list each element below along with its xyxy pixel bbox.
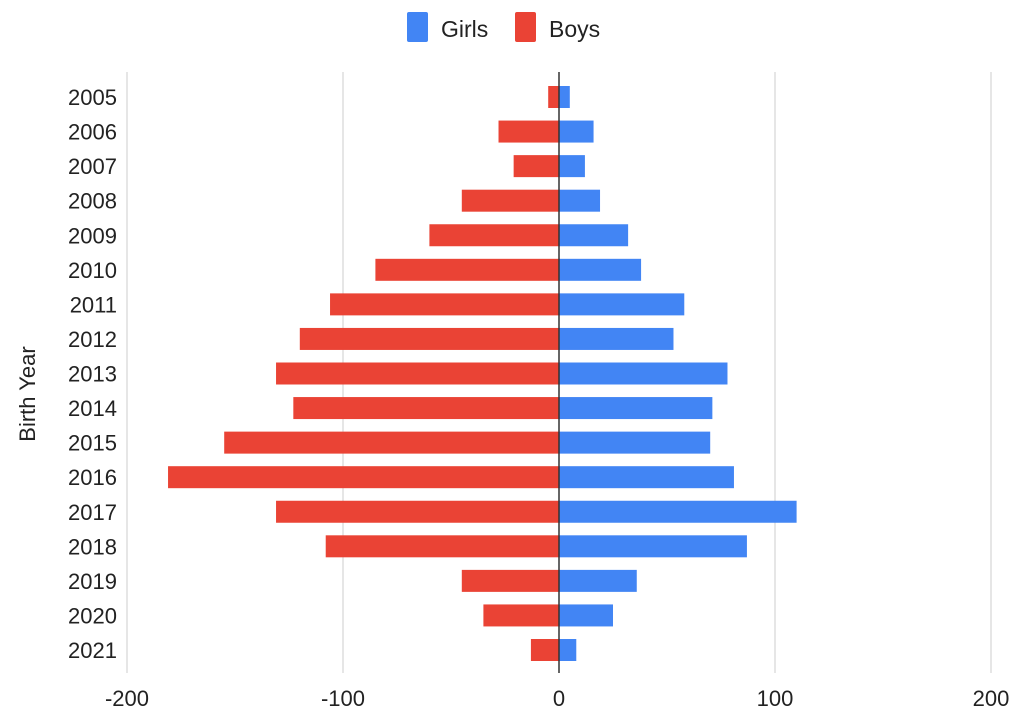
bar-boys-2020 xyxy=(483,604,559,627)
y-tick-label: 2020 xyxy=(68,603,117,628)
bar-girls-2006 xyxy=(559,120,594,143)
y-tick-label: 2009 xyxy=(68,223,117,248)
bar-girls-2008 xyxy=(559,189,601,212)
y-tick-label: 2008 xyxy=(68,189,117,214)
y-tick-label: 2019 xyxy=(68,569,117,594)
bars xyxy=(168,86,797,661)
bar-boys-2012 xyxy=(299,327,559,350)
x-tick-label: -100 xyxy=(321,686,365,711)
bar-girls-2005 xyxy=(559,86,570,108)
y-axis-tick-labels: 2005 2006 2007 2008 2009 2010 2011 2012 2013 2014… xyxy=(68,85,117,663)
bar-boys-2016 xyxy=(168,466,560,489)
bar-girls-2013 xyxy=(559,362,728,385)
x-tick-label: 200 xyxy=(973,686,1010,711)
bar-girls-2018 xyxy=(559,535,747,558)
x-tick-label: 0 xyxy=(553,686,565,711)
y-tick-label: 2012 xyxy=(68,327,117,352)
y-tick-label: 2007 xyxy=(68,154,117,179)
y-tick-label: 2013 xyxy=(68,362,117,387)
bar-boys-2021 xyxy=(530,639,559,661)
bar-girls-2011 xyxy=(559,293,685,316)
y-tick-label: 2015 xyxy=(68,431,117,456)
bar-girls-2010 xyxy=(559,258,642,281)
legend-girls-swatch xyxy=(407,12,428,42)
bar-boys-2019 xyxy=(461,569,559,592)
bar-girls-2009 xyxy=(559,224,629,247)
y-tick-label: 2006 xyxy=(68,120,117,145)
bar-girls-2020 xyxy=(559,604,613,627)
y-tick-label: 2016 xyxy=(68,465,117,490)
y-tick-label: 2021 xyxy=(68,638,117,663)
y-tick-label: 2010 xyxy=(68,258,117,283)
gridlines xyxy=(126,72,992,673)
bar-girls-2014 xyxy=(559,397,713,420)
y-tick-label: 2005 xyxy=(68,85,117,110)
bar-girls-2016 xyxy=(559,466,734,489)
bar-boys-2015 xyxy=(224,431,559,454)
bar-boys-2008 xyxy=(461,189,559,212)
x-axis-tick-labels: -200 -100 0 100 200 xyxy=(105,686,1009,711)
y-tick-label: 2018 xyxy=(68,534,117,559)
legend-boys-label: Boys xyxy=(549,16,600,42)
bar-boys-2006 xyxy=(498,120,559,143)
bar-boys-2009 xyxy=(429,224,559,247)
bar-boys-2007 xyxy=(513,155,559,178)
y-axis-title: Birth Year xyxy=(15,346,40,441)
bar-boys-2011 xyxy=(330,293,559,316)
bar-girls-2017 xyxy=(559,500,797,523)
legend: Girls Boys xyxy=(407,12,600,42)
x-tick-label: 100 xyxy=(757,686,794,711)
bar-boys-2017 xyxy=(276,500,559,523)
x-tick-label: -200 xyxy=(105,686,149,711)
y-tick-label: 2017 xyxy=(68,500,117,525)
legend-boys-swatch xyxy=(515,12,536,42)
bar-boys-2010 xyxy=(375,258,559,281)
bar-boys-2014 xyxy=(293,397,559,420)
bar-boys-2013 xyxy=(276,362,559,385)
bar-girls-2021 xyxy=(559,639,577,661)
bar-girls-2012 xyxy=(559,327,674,350)
bar-girls-2019 xyxy=(559,569,637,592)
legend-girls-label: Girls xyxy=(441,16,488,42)
bar-boys-2005 xyxy=(548,86,559,108)
y-tick-label: 2014 xyxy=(68,396,117,421)
y-tick-label: 2011 xyxy=(70,292,117,317)
bar-girls-2015 xyxy=(559,431,711,454)
bar-girls-2007 xyxy=(559,155,585,178)
bar-boys-2018 xyxy=(325,535,559,558)
